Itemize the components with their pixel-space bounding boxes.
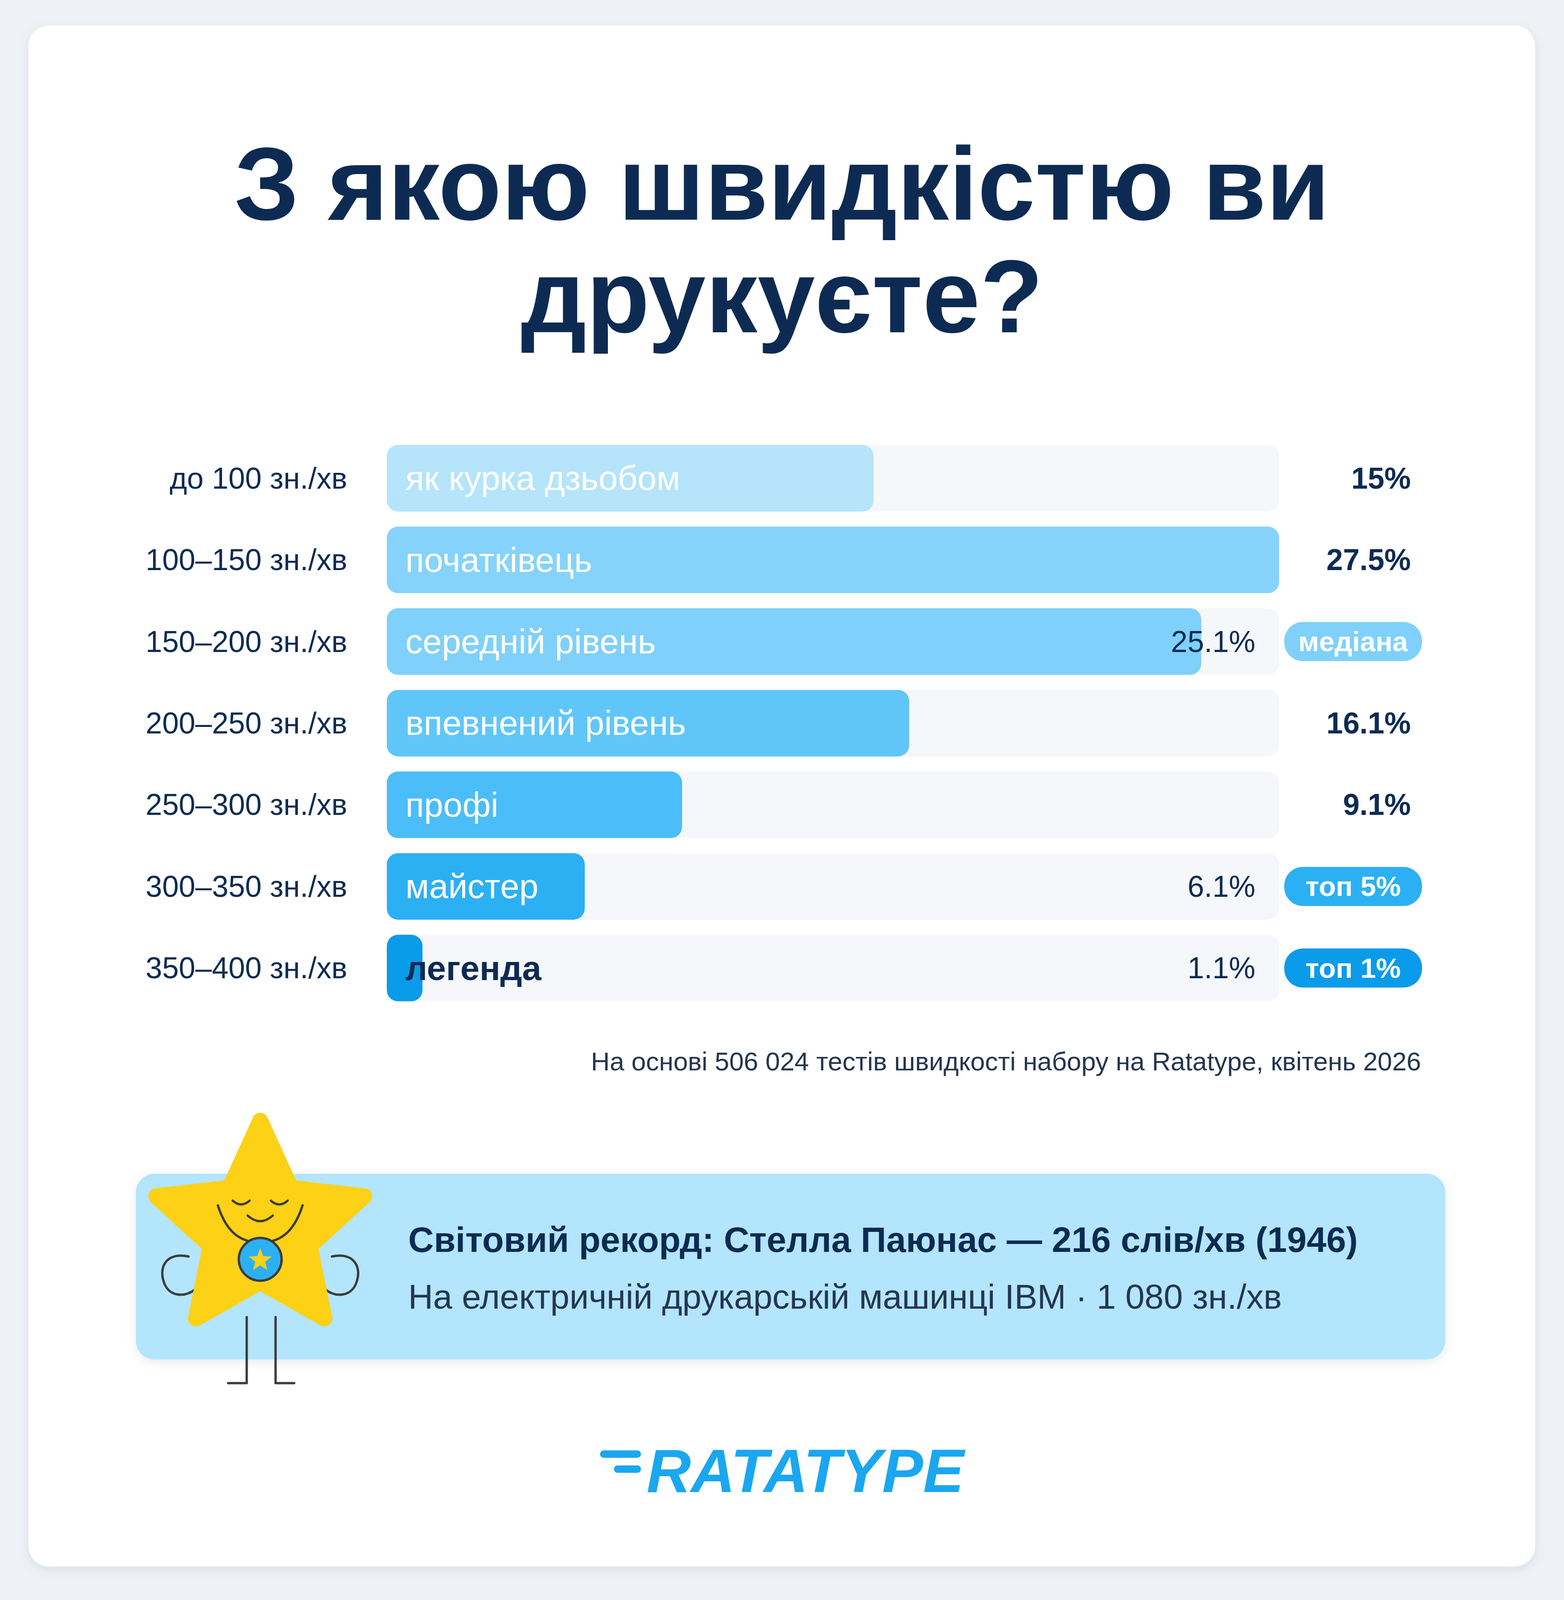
category-labels: до 100 зн./хв 100–150 зн./хв 150–200 зн./х… — [145, 461, 348, 985]
category-label: 100–150 зн./хв — [145, 543, 348, 577]
mascot-medal-star — [248, 1248, 272, 1271]
chart: З якою швидкістю видрукуєте? до 100 зн./х… — [0, 0, 1564, 1600]
logo-line — [613, 1465, 641, 1474]
mascot-eye — [232, 1200, 250, 1205]
badge-label: топ 5% — [1305, 870, 1402, 903]
badges: медіана топ 5% топ 1% — [1284, 622, 1423, 989]
title-line: друкуєте? — [520, 238, 1044, 355]
level-name: впевнений рівень — [405, 703, 687, 743]
value-label: 15% — [1351, 461, 1411, 496]
value-label: 16.1% — [1326, 706, 1411, 741]
mascot-eye — [270, 1200, 288, 1205]
mascot-arm — [324, 1255, 358, 1295]
badge — [1284, 948, 1423, 988]
track — [386, 444, 1280, 512]
category-label: 250–300 зн./хв — [145, 788, 348, 822]
title: З якою швидкістю видрукуєте? — [234, 126, 1330, 355]
track — [386, 526, 1280, 594]
level-name: профі — [405, 785, 499, 825]
track — [386, 935, 1280, 1002]
mascot-medal — [238, 1238, 282, 1281]
category-label: 350–400 зн./хв — [145, 951, 348, 985]
category-label: 150–200 зн./хв — [145, 625, 348, 659]
bar — [386, 526, 1280, 594]
category-label: 200–250 зн./хв — [145, 706, 348, 741]
track — [386, 853, 1280, 920]
mascot-cord — [217, 1205, 303, 1242]
value-labels: 15% 27.5% 25.1% 16.1% 9.1% 6.1% 1.1% — [1171, 461, 1411, 985]
bar — [386, 853, 585, 920]
bar — [386, 689, 910, 757]
level-name: початківець — [405, 540, 593, 580]
value-label: 1.1% — [1187, 951, 1256, 985]
track — [386, 771, 1280, 839]
bar — [386, 771, 682, 839]
category-label: до 100 зн./хв — [169, 461, 348, 496]
record-title: Світовий рекорд: Стелла Паюнас — 216 слі… — [408, 1220, 1358, 1260]
logo: RATATYPE — [646, 1436, 966, 1506]
level-name: майстер — [405, 867, 539, 906]
level-names: як курка дзьобом початківець середній ріве… — [405, 458, 687, 988]
value-label: 27.5% — [1326, 543, 1411, 577]
title-line: З якою швидкістю ви — [234, 126, 1330, 242]
value-label: 9.1% — [1342, 788, 1411, 822]
bar — [386, 608, 1202, 675]
record-text: На електричній друкарській машинці IBM ·… — [408, 1277, 1282, 1317]
badge — [1284, 622, 1423, 662]
mascot-star — [156, 1120, 365, 1319]
mascot-arm — [162, 1255, 196, 1295]
track — [386, 608, 1280, 675]
source-note: На основі 506 024 тестів швидкості набор… — [590, 1046, 1422, 1077]
track — [386, 689, 1280, 757]
mascot-leg — [228, 1317, 247, 1384]
badge-label: топ 1% — [1305, 952, 1402, 985]
mascot-leg — [275, 1317, 295, 1384]
category-label: 300–350 зн./хв — [145, 869, 348, 904]
background — [0, 0, 1564, 1600]
bar — [386, 444, 874, 512]
badge-label: медіана — [1298, 626, 1409, 658]
badge — [1284, 867, 1423, 907]
value-label: 6.1% — [1187, 869, 1256, 904]
level-name: середній рівень — [405, 622, 656, 661]
bars — [386, 444, 1280, 1002]
level-name: як курка дзьобом — [405, 458, 681, 498]
logo-line — [599, 1450, 641, 1458]
card — [28, 25, 1536, 1567]
level-name: легенда — [405, 949, 542, 988]
mascot-smile — [247, 1215, 273, 1222]
value-label: 25.1% — [1171, 625, 1256, 659]
mascot — [156, 1120, 365, 1384]
tracks — [386, 444, 1280, 1002]
